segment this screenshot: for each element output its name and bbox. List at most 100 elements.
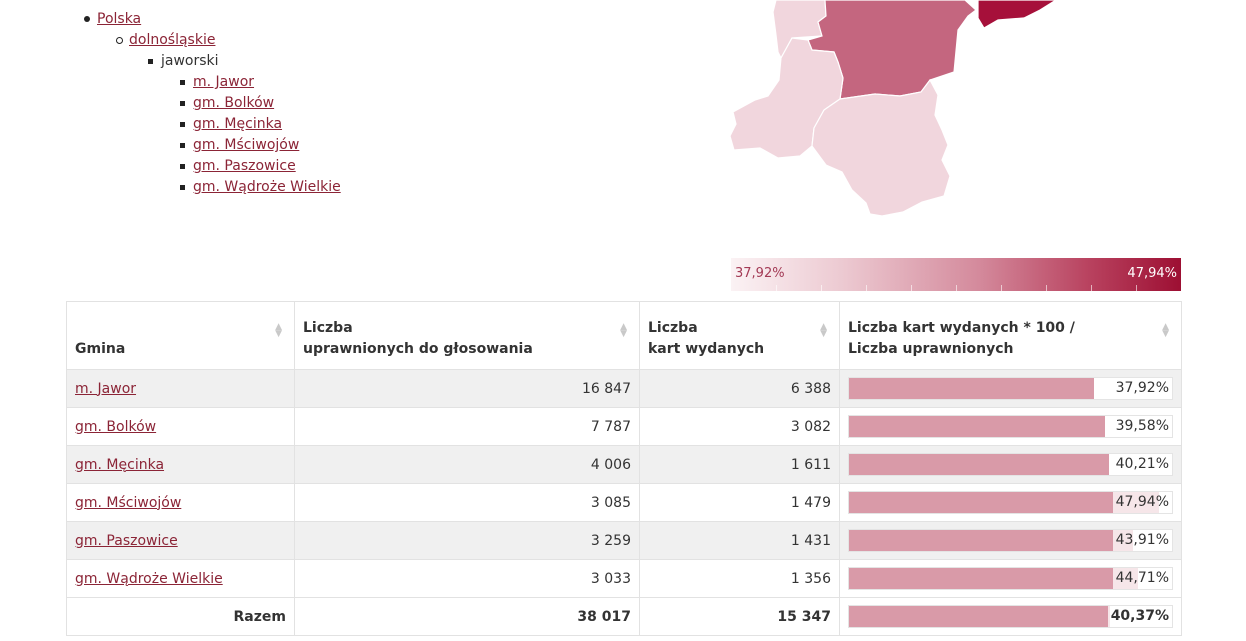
map-region-northeast[interactable] <box>977 0 1058 29</box>
ratio-value: 43,91% <box>1112 530 1172 551</box>
gmina-link[interactable]: gm. Bolków <box>75 418 157 435</box>
header-label: Liczba <box>648 320 698 336</box>
total-voters: 38 017 <box>294 597 640 636</box>
link-gmina[interactable]: gm. Mściwojów <box>193 137 300 153</box>
table-row: gm. Paszowice 3 259 1 431 43,91% <box>66 521 1182 560</box>
ratio-bar-fill <box>849 378 1094 399</box>
scale-tick <box>821 285 822 291</box>
header-label: Liczba uprawnionych <box>848 341 1014 357</box>
cell-ratio: 37,92% <box>839 369 1182 408</box>
tree-item-gmina: gm. Bolków <box>180 93 341 114</box>
map-region-west[interactable] <box>729 37 844 159</box>
link-gmina[interactable]: gm. Bolków <box>193 95 275 111</box>
ratio-bar: 39,58% <box>848 415 1173 438</box>
bullet-square-icon <box>148 59 153 64</box>
link-gmina[interactable]: m. Jawor <box>193 74 255 90</box>
tree-item-gmina: m. Jawor <box>180 72 341 93</box>
ratio-bar-fill <box>849 454 1109 475</box>
ratio-bar-fill <box>849 416 1105 437</box>
sort-arrows-icon[interactable]: ▲ ▼ <box>1162 322 1169 339</box>
choropleth-map <box>729 0 1058 217</box>
header-label: Liczba kart wydanych * 100 / <box>848 320 1075 336</box>
ratio-value: 47,94% <box>1112 492 1172 513</box>
column-header-voters[interactable]: Liczba uprawnionych do głosowania ▲ ▼ <box>294 301 640 370</box>
cell-ratio: 39,58% <box>839 407 1182 446</box>
link-gmina[interactable]: gm. Paszowice <box>193 158 296 174</box>
link-gmina[interactable]: gm. Wądroże Wielkie <box>193 179 341 195</box>
bullet-square-icon <box>180 122 185 127</box>
cell-voters: 16 847 <box>294 369 640 408</box>
table-row: m. Jawor 16 847 6 388 37,92% <box>66 369 1182 408</box>
ratio-bar: 40,21% <box>848 453 1173 476</box>
ratio-bar: 47,94% <box>848 491 1173 514</box>
sort-arrows-icon[interactable]: ▲ ▼ <box>820 322 827 339</box>
link-country[interactable]: Polska <box>97 11 142 27</box>
table-row: gm. Wądroże Wielkie 3 033 1 356 44,71% <box>66 559 1182 598</box>
cell-voters: 3 085 <box>294 483 640 522</box>
scale-tick <box>1136 285 1137 291</box>
header-label: uprawnionych do głosowania <box>303 341 533 357</box>
cell-voters: 3 259 <box>294 521 640 560</box>
cell-gmina: m. Jawor <box>66 369 295 408</box>
color-scale-legend: 37,92% 47,94% <box>731 258 1181 291</box>
column-header-ratio[interactable]: Liczba kart wydanych * 100 / Liczba upra… <box>839 301 1182 370</box>
ratio-value: 40,37% <box>1107 606 1172 627</box>
table-row: gm. Bolków 7 787 3 082 39,58% <box>66 407 1182 446</box>
gmina-link[interactable]: gm. Wądroże Wielkie <box>75 570 223 587</box>
table-body: m. Jawor 16 847 6 388 37,92% gm. Bolków … <box>66 369 1182 598</box>
cell-cards: 1 479 <box>639 483 840 522</box>
ratio-bar-fill <box>849 606 1110 627</box>
tree-item-gmina: gm. Wądroże Wielkie <box>180 177 341 198</box>
ratio-bar-fill <box>849 568 1138 589</box>
tree-item-country: Polska dolnośląskie jaworski m. Jawor gm… <box>84 9 341 198</box>
total-cards: 15 347 <box>639 597 840 636</box>
gmina-link[interactable]: m. Jawor <box>75 380 137 397</box>
cell-gmina: gm. Męcinka <box>66 445 295 484</box>
column-header-cards[interactable]: Liczba kart wydanych ▲ ▼ <box>639 301 840 370</box>
county-label: jaworski <box>161 53 219 69</box>
tree-item-gmina: gm. Mściwojów <box>180 135 341 156</box>
ratio-value: 40,21% <box>1112 454 1172 475</box>
cell-ratio: 47,94% <box>839 483 1182 522</box>
cell-ratio: 40,21% <box>839 445 1182 484</box>
ratio-bar-fill <box>849 492 1159 513</box>
sort-arrows-icon[interactable]: ▲ ▼ <box>620 322 627 339</box>
tree-level-country: Polska dolnośląskie jaworski m. Jawor gm… <box>84 9 341 198</box>
cell-cards: 3 082 <box>639 407 840 446</box>
header-row: Gmina ▲ ▼ Liczba uprawnionych do głosowan… <box>66 301 1182 370</box>
tree-item-gmina: gm. Paszowice <box>180 156 341 177</box>
cell-ratio: 43,91% <box>839 521 1182 560</box>
cell-cards: 6 388 <box>639 369 840 408</box>
sort-arrows-icon[interactable]: ▲ ▼ <box>275 322 282 339</box>
results-table: Gmina ▲ ▼ Liczba uprawnionych do głosowan… <box>66 301 1182 636</box>
table-row: gm. Męcinka 4 006 1 611 40,21% <box>66 445 1182 484</box>
ratio-value: 44,71% <box>1112 568 1172 589</box>
tree-item-province: dolnośląskie jaworski m. Jawor gm. Bolkó… <box>116 30 341 198</box>
bullet-square-icon <box>180 143 185 148</box>
ratio-bar: 43,91% <box>848 529 1173 552</box>
bullet-square-icon <box>180 164 185 169</box>
total-ratio: 40,37% <box>839 597 1182 636</box>
column-header-gmina[interactable]: Gmina ▲ ▼ <box>66 301 295 370</box>
cell-cards: 1 356 <box>639 559 840 598</box>
bullet-square-icon <box>180 185 185 190</box>
gmina-link[interactable]: gm. Mściwojów <box>75 494 182 511</box>
bullet-disc-icon <box>84 16 90 22</box>
cell-voters: 4 006 <box>294 445 640 484</box>
link-gmina[interactable]: gm. Męcinka <box>193 116 283 132</box>
ratio-bar-fill <box>849 530 1133 551</box>
tree-level-county: jaworski m. Jawor gm. Bolków gm. Męcinka… <box>148 51 341 198</box>
gmina-link[interactable]: gm. Męcinka <box>75 456 165 473</box>
link-province[interactable]: dolnośląskie <box>129 32 216 48</box>
table-row: gm. Mściwojów 3 085 1 479 47,94% <box>66 483 1182 522</box>
scale-tick <box>911 285 912 291</box>
tree-level-province: dolnośląskie jaworski m. Jawor gm. Bolkó… <box>116 30 341 198</box>
gmina-link[interactable]: gm. Paszowice <box>75 532 178 549</box>
total-label: Razem <box>66 597 295 636</box>
ratio-bar: 37,92% <box>848 377 1173 400</box>
cell-gmina: gm. Paszowice <box>66 521 295 560</box>
scale-tick <box>1091 285 1092 291</box>
map-region-south[interactable] <box>811 78 951 217</box>
cell-gmina: gm. Bolków <box>66 407 295 446</box>
cell-voters: 3 033 <box>294 559 640 598</box>
